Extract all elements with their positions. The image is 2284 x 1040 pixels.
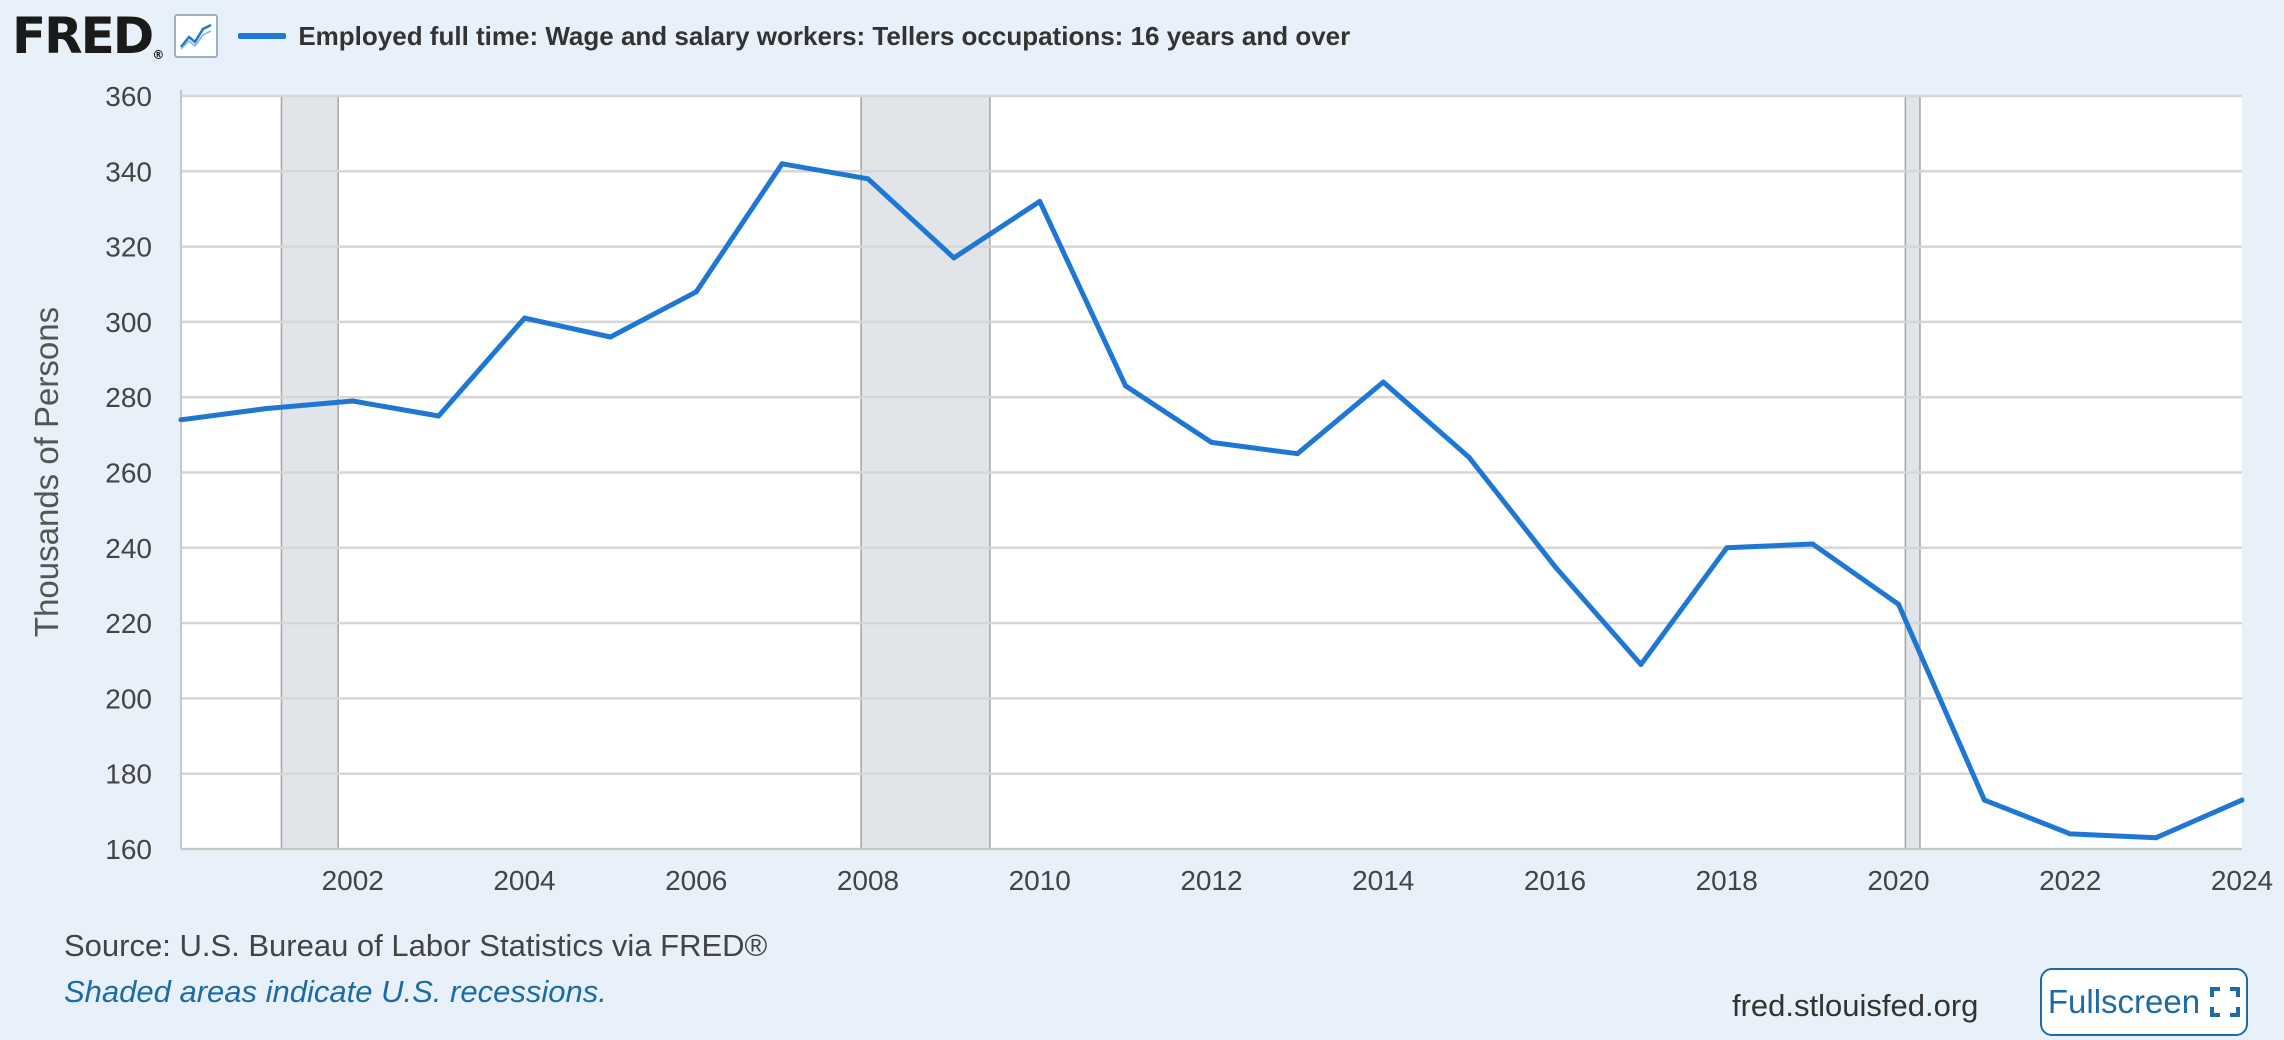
data-point [1466,454,1472,460]
chart-line-icon [174,14,219,58]
data-point [607,334,613,340]
data-point [865,176,871,182]
y-tick-label: 180 [105,759,152,790]
data-point [693,289,699,295]
x-tick-label: 2004 [493,865,555,896]
x-tick-label: 2014 [1352,865,1414,896]
fred-logo-text: FRED [12,7,154,65]
data-point [1810,541,1816,547]
x-tick-label: 2024 [2211,865,2273,896]
y-tick-label: 200 [105,683,152,714]
x-tick-label: 2016 [1524,865,1586,896]
data-point [1380,379,1386,385]
data-point [178,417,184,423]
data-point [1638,662,1644,668]
data-point [2239,797,2245,803]
y-tick-label: 160 [105,834,152,865]
expand-icon [2210,987,2241,1017]
data-point [436,413,442,419]
y-tick-label: 260 [105,458,152,489]
data-point [1724,545,1730,551]
x-tick-label: 2012 [1180,865,1242,896]
x-tick-label: 2008 [837,865,899,896]
data-point [1896,601,1901,607]
data-point [779,161,785,167]
data-point [522,315,527,321]
data-point [951,255,957,261]
legend-swatch [238,33,287,39]
data-point [264,405,270,411]
x-tick-label: 2022 [2039,865,2101,896]
data-point [1294,451,1300,457]
data-point [1981,797,1987,803]
x-tick-label: 2020 [1867,865,1929,896]
x-tick-label: 2006 [665,865,727,896]
fred-logo[interactable]: FRED® [12,11,164,61]
y-tick-label: 360 [105,81,152,112]
y-tick-label: 220 [105,608,152,639]
source-text: Source: U.S. Bureau of Labor Statistics … [64,928,768,963]
y-tick-label: 340 [105,156,152,187]
x-tick-label: 2002 [322,865,384,896]
y-tick-label: 300 [105,307,152,338]
data-point [1123,383,1129,389]
legend-label: Employed full time: Wage and salary work… [298,20,1351,51]
data-point [1037,198,1043,204]
data-point [1209,439,1214,445]
data-point [350,398,356,404]
registered-mark: ® [152,48,165,62]
data-point [2153,835,2159,841]
fullscreen-button[interactable]: Fullscreen [2040,968,2248,1036]
y-axis-label: Thousands of Persons [28,307,65,637]
x-tick-label: 2010 [1009,865,1071,896]
y-tick-label: 240 [105,533,152,564]
recession-note: Shaded areas indicate U.S. recessions. [64,974,607,1009]
y-tick-label: 320 [105,232,152,263]
chart-header: FRED® Employed full time: Wage and salar… [12,10,1350,62]
data-point [1552,564,1558,570]
y-tick-label: 280 [105,382,152,413]
site-url[interactable]: fred.stlouisfed.org [1732,988,1979,1023]
x-tick-label: 2018 [1696,865,1758,896]
data-point [2067,831,2073,837]
fullscreen-label: Fullscreen [2047,983,2201,1020]
